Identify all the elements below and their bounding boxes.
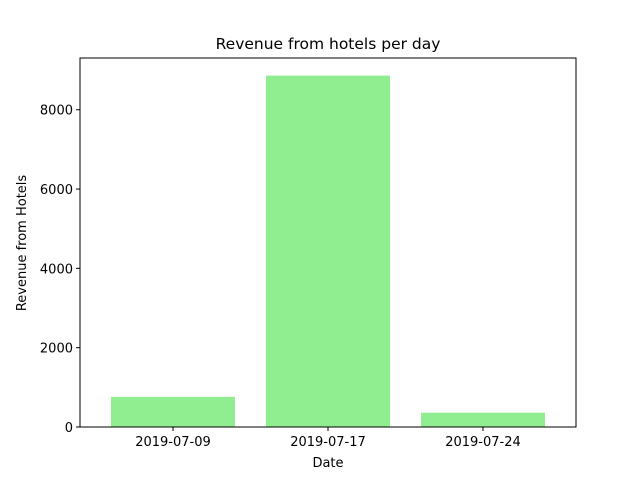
y-axis-label: Revenue from Hotels (15, 175, 30, 312)
chart-title: Revenue from hotels per day (216, 35, 441, 53)
x-tick-label: 2019-07-17 (290, 435, 366, 450)
bar-2019-07-17 (266, 75, 390, 428)
plot-area-frame (79, 57, 577, 428)
x-tick-label: 2019-07-24 (445, 435, 521, 450)
bars (111, 75, 545, 428)
y-tick-label: 2000 (40, 342, 73, 357)
y-tick-label: 0 (65, 421, 73, 436)
x-axis-label: Date (312, 456, 343, 471)
x-axis-ticks: 2019-07-09 2019-07-17 2019-07-24 (135, 427, 521, 450)
bar-2019-07-24 (421, 412, 545, 427)
y-tick-label: 8000 (40, 104, 73, 119)
x-tick-label: 2019-07-09 (135, 435, 211, 450)
bar-2019-07-09 (111, 396, 235, 427)
y-tick-label: 4000 (40, 262, 73, 277)
y-axis-ticks: 0 2000 4000 6000 8000 (40, 104, 80, 436)
y-tick-label: 6000 (40, 183, 73, 198)
